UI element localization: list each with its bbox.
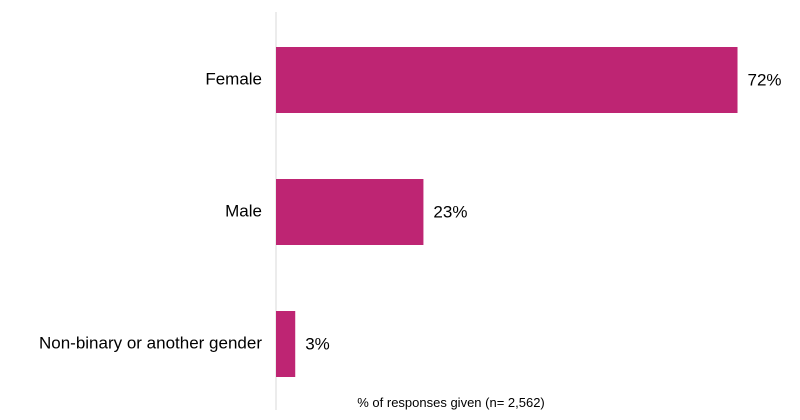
value-label: 72% [748, 70, 782, 89]
bars-group: Female 72% Male 23% Non-binary or another ge… [39, 47, 782, 377]
category-label: Male [225, 201, 262, 220]
bar-female [276, 47, 738, 113]
value-label: 3% [305, 334, 330, 353]
value-label: 23% [433, 202, 467, 221]
bar-non-binary-or-another-gender [276, 311, 296, 377]
x-axis-label: % of responses given (n= 2,562) [357, 395, 545, 410]
category-label: Non-binary or another gender [39, 333, 262, 352]
bar-male [276, 179, 424, 245]
category-label: Female [205, 69, 262, 88]
